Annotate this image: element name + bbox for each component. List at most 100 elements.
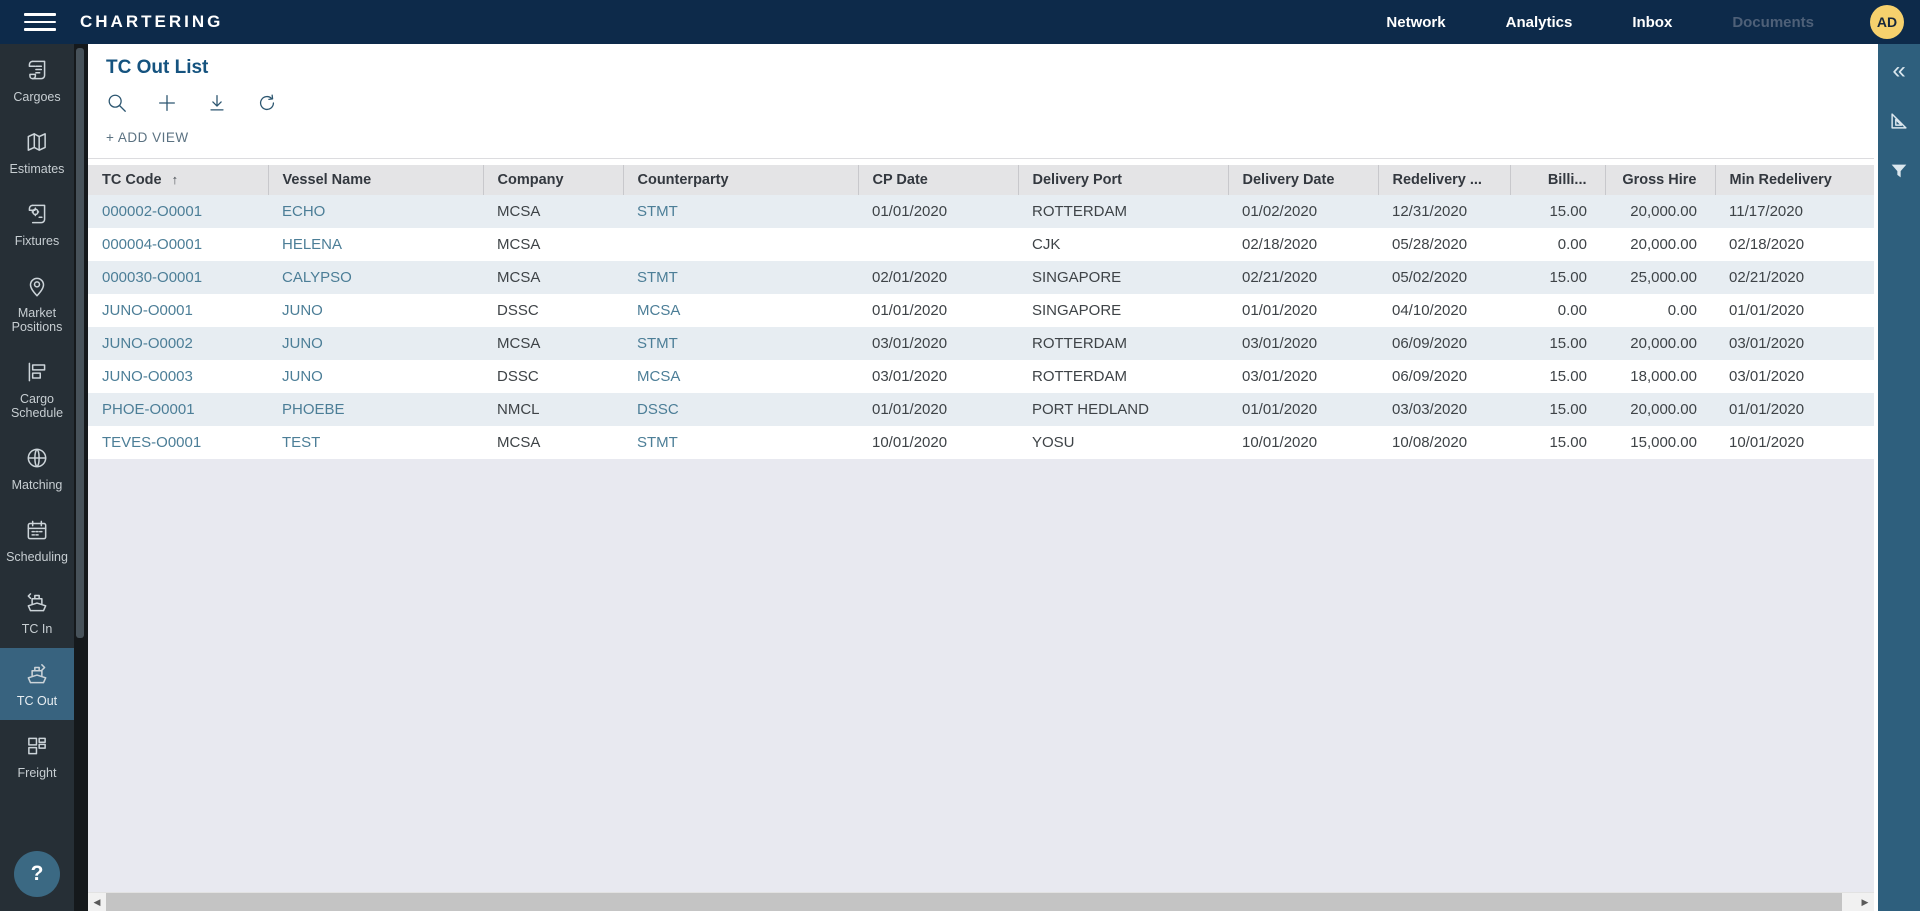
- cell-counterparty[interactable]: STMT: [623, 426, 858, 459]
- sidebar-item-tc-out[interactable]: TC Out: [0, 648, 74, 720]
- sidebar-item-tc-in[interactable]: TC In: [0, 576, 74, 648]
- right-panel: «: [1874, 44, 1920, 911]
- cell-company: NMCL: [483, 393, 623, 426]
- cell-vessel-name[interactable]: JUNO: [268, 360, 483, 393]
- help-button[interactable]: ?: [14, 851, 60, 897]
- sort-asc-icon: ↑: [171, 172, 179, 187]
- column-header-counterparty[interactable]: Counterparty: [622, 165, 858, 195]
- add-view-button[interactable]: + ADD VIEW: [106, 130, 189, 145]
- table-row[interactable]: 000004-O0001 HELENA MCSA CJK 02/18/2020 05/28…: [88, 228, 1874, 261]
- column-header-redelivery[interactable]: Redelivery ...: [1377, 165, 1510, 195]
- cell-company: MCSA: [483, 327, 623, 360]
- cell-tc-code[interactable]: JUNO-O0001: [88, 294, 268, 327]
- scrollbar-track[interactable]: [1842, 893, 1856, 911]
- cell-tc-code[interactable]: JUNO-O0002: [88, 327, 268, 360]
- cell-delivery-date: 03/01/2020: [1228, 327, 1378, 360]
- scrollbar-thumb[interactable]: [106, 893, 1842, 911]
- cell-cp-date: 03/01/2020: [858, 327, 1018, 360]
- sidebar-item-fixtures[interactable]: Fixtures: [0, 188, 74, 260]
- column-header-tc-code[interactable]: TC Code ↑: [88, 165, 268, 195]
- collapse-panel-icon[interactable]: «: [1892, 57, 1906, 84]
- calendar-icon: [24, 517, 50, 543]
- sidebar-item-matching[interactable]: Matching: [0, 432, 74, 504]
- sidebar-item-estimates[interactable]: Estimates: [0, 116, 74, 188]
- avatar[interactable]: AD: [1870, 5, 1904, 39]
- tc-out-table: TC Code ↑ Vessel Name Company Counterparty CP…: [88, 165, 1874, 459]
- scroll-left-icon[interactable]: ◀: [88, 893, 106, 911]
- cell-counterparty[interactable]: DSSC: [623, 393, 858, 426]
- cell-counterparty[interactable]: MCSA: [623, 294, 858, 327]
- cell-vessel-name[interactable]: JUNO: [268, 294, 483, 327]
- scroll-icon: [24, 57, 50, 83]
- cell-redelivery: 06/09/2020: [1378, 360, 1510, 393]
- cell-vessel-name[interactable]: PHOEBE: [268, 393, 483, 426]
- column-header-company[interactable]: Company: [482, 165, 623, 195]
- column-header-delivery-port[interactable]: Delivery Port: [1017, 165, 1228, 195]
- cell-cp-date: 01/01/2020: [858, 195, 1018, 228]
- ship-out-icon: [24, 661, 50, 687]
- cell-delivery-port: ROTTERDAM: [1018, 360, 1228, 393]
- horizontal-scrollbar[interactable]: ◀ ▶: [88, 892, 1874, 911]
- cell-tc-code[interactable]: 000004-O0001: [88, 228, 268, 261]
- column-header-gross-hire[interactable]: Gross Hire: [1604, 165, 1715, 195]
- cell-tc-code[interactable]: JUNO-O0003: [88, 360, 268, 393]
- cell-counterparty[interactable]: [623, 228, 858, 261]
- table-row[interactable]: 000030-O0001 CALYPSO MCSA STMT 02/01/2020 SIN…: [88, 261, 1874, 294]
- grid-icon: [24, 733, 50, 759]
- cell-min-redelivery: 02/18/2020: [1715, 228, 1874, 261]
- cell-cp-date: 01/01/2020: [858, 294, 1018, 327]
- cell-counterparty[interactable]: STMT: [623, 195, 858, 228]
- cell-billing: 0.00: [1510, 228, 1605, 261]
- sidebar-item-cargo-schedule[interactable]: Cargo Schedule: [0, 346, 74, 432]
- sidebar-item-cargoes[interactable]: Cargoes: [0, 44, 74, 116]
- reset-button[interactable]: [256, 92, 278, 114]
- column-label: Company: [497, 172, 564, 188]
- cell-counterparty[interactable]: STMT: [623, 261, 858, 294]
- sidebar-item-market-positions[interactable]: Market Positions: [0, 260, 74, 346]
- cell-counterparty[interactable]: STMT: [623, 327, 858, 360]
- column-header-min-redelivery[interactable]: Min Redelivery: [1714, 165, 1874, 195]
- topnav-item-analytics[interactable]: Analytics: [1505, 13, 1573, 31]
- set-square-icon[interactable]: [1886, 108, 1912, 134]
- cell-redelivery: 04/10/2020: [1378, 294, 1510, 327]
- menu-icon[interactable]: [24, 13, 56, 31]
- table-row[interactable]: JUNO-O0002 JUNO MCSA STMT 03/01/2020 ROTTERDA…: [88, 327, 1874, 360]
- sidebar-scrollbar[interactable]: [74, 44, 88, 911]
- cell-vessel-name[interactable]: JUNO: [268, 327, 483, 360]
- cell-tc-code[interactable]: PHOE-O0001: [88, 393, 268, 426]
- cell-tc-code[interactable]: TEVES-O0001: [88, 426, 268, 459]
- cell-vessel-name[interactable]: HELENA: [268, 228, 483, 261]
- column-header-vessel-name[interactable]: Vessel Name: [267, 165, 483, 195]
- export-button[interactable]: [206, 92, 228, 114]
- cell-tc-code[interactable]: 000002-O0001: [88, 195, 268, 228]
- search-button[interactable]: [106, 92, 128, 114]
- sidebar-item-scheduling[interactable]: Scheduling: [0, 504, 74, 576]
- add-button[interactable]: [156, 92, 178, 114]
- filter-icon[interactable]: [1886, 158, 1912, 184]
- table-row[interactable]: PHOE-O0001 PHOEBE NMCL DSSC 01/01/2020 PORT H…: [88, 393, 1874, 426]
- topnav-item-network[interactable]: Network: [1386, 13, 1446, 31]
- cell-vessel-name[interactable]: CALYPSO: [268, 261, 483, 294]
- table-row[interactable]: JUNO-O0003 JUNO DSSC MCSA 03/01/2020 ROTTERDA…: [88, 360, 1874, 393]
- topnav-item-documents[interactable]: Documents: [1732, 13, 1814, 31]
- scroll-right-icon[interactable]: ▶: [1856, 893, 1874, 911]
- sidebar-item-label: Market Positions: [11, 306, 63, 334]
- cell-delivery-port: PORT HEDLAND: [1018, 393, 1228, 426]
- cell-company: MCSA: [483, 195, 623, 228]
- sidebar-item-freight[interactable]: Freight: [0, 720, 74, 792]
- cell-billing: 15.00: [1510, 426, 1605, 459]
- column-header-billi[interactable]: Billi...: [1509, 165, 1605, 195]
- cell-vessel-name[interactable]: TEST: [268, 426, 483, 459]
- table-row[interactable]: 000002-O0001 ECHO MCSA STMT 01/01/2020 ROTTER…: [88, 195, 1874, 228]
- column-header-cp-date[interactable]: CP Date: [857, 165, 1018, 195]
- cell-vessel-name[interactable]: ECHO: [268, 195, 483, 228]
- cell-tc-code[interactable]: 000030-O0001: [88, 261, 268, 294]
- table-row[interactable]: JUNO-O0001 JUNO DSSC MCSA 01/01/2020 SINGAPOR…: [88, 294, 1874, 327]
- column-label: Counterparty: [637, 172, 729, 188]
- topnav-item-inbox[interactable]: Inbox: [1632, 13, 1673, 31]
- cell-counterparty[interactable]: MCSA: [623, 360, 858, 393]
- column-header-delivery-date[interactable]: Delivery Date: [1227, 165, 1378, 195]
- sidebar-scrollbar-thumb[interactable]: [76, 48, 84, 638]
- cell-min-redelivery: 01/01/2020: [1715, 294, 1874, 327]
- table-row[interactable]: TEVES-O0001 TEST MCSA STMT 10/01/2020 YOSU 10/…: [88, 426, 1874, 459]
